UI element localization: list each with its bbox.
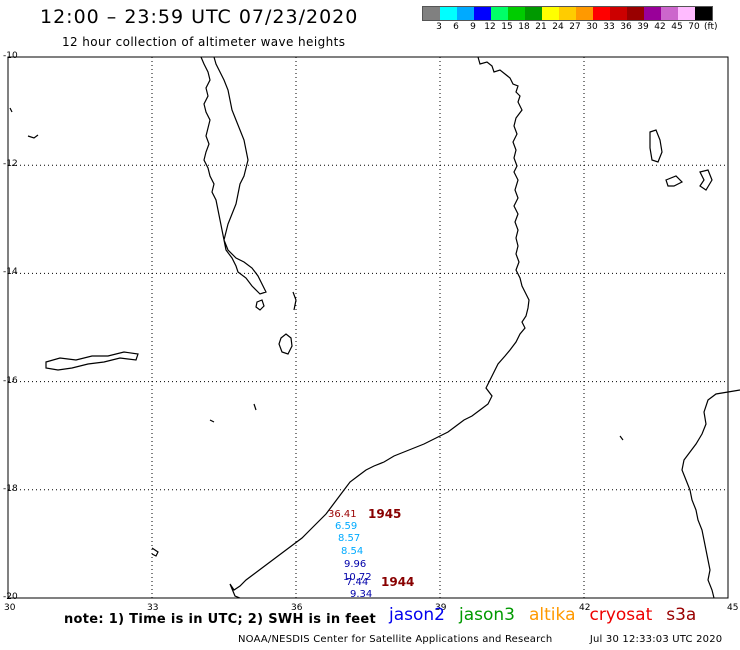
- latitude-tick-label: -18: [3, 483, 18, 494]
- colorbar-tick-label: 27: [569, 22, 581, 32]
- mayotte-outline: [699, 169, 713, 191]
- colorbar-swatch: [525, 7, 542, 20]
- colorbar-tick-label: 3: [436, 22, 442, 32]
- legend-altika: altika: [529, 605, 576, 625]
- islet-5: [151, 547, 159, 557]
- anjouan-outline: [665, 175, 684, 187]
- colorbar-tick-label: 36: [620, 22, 632, 32]
- longitude-tick-label: 45: [727, 603, 739, 613]
- small-lake-outline: [255, 299, 265, 311]
- pass-time-label: 1945: [368, 507, 402, 521]
- wave-height-obs: 7.44: [346, 577, 369, 588]
- colorbar-tick-label: 12: [484, 22, 496, 32]
- colorbar-swatch: [542, 7, 559, 20]
- colorbar-tick-label: 18: [518, 22, 530, 32]
- colorbar-swatch: [559, 7, 576, 20]
- lake-chilwa-outline: [278, 333, 293, 355]
- lake-bangweulu-outline: [45, 351, 139, 371]
- latitude-tick-label: -20: [3, 592, 18, 602]
- credit-text: NOAA/NESDIS Center for Satellite Applica…: [238, 634, 553, 645]
- colorbar-swatch: [440, 7, 457, 20]
- colorbar-swatch: [661, 7, 678, 20]
- mozambique-coastline: [229, 56, 530, 599]
- colorbar-tick-label: 39: [637, 22, 649, 32]
- latitude-tick-label: -12: [3, 159, 18, 170]
- islet-3: [209, 419, 215, 423]
- colorbar-tick-label: 45: [671, 22, 683, 32]
- colorbar-swatch: [695, 7, 712, 20]
- legend-jason2: jason2: [389, 605, 445, 625]
- wave-height-obs: 8.54: [341, 546, 364, 557]
- islet-1: [9, 107, 13, 113]
- wave-height-colorbar: [422, 6, 713, 21]
- wave-height-obs: 36.41: [328, 509, 357, 520]
- longitude-tick-label: 36: [291, 603, 303, 613]
- wave-height-obs: 9.34: [350, 589, 373, 600]
- colorbar-tick-label: 15: [501, 22, 513, 32]
- wave-height-obs: 10.72: [343, 572, 372, 583]
- islet-2: [27, 134, 39, 139]
- river-shire-fragment: [292, 291, 297, 311]
- longitude-tick-label: 33: [147, 603, 159, 613]
- colorbar-swatch: [644, 7, 661, 20]
- colorbar-swatch: [457, 7, 474, 20]
- map-subtitle: 12 hour collection of altimeter wave hei…: [62, 35, 346, 49]
- colorbar-swatch: [593, 7, 610, 20]
- colorbar-swatch: [491, 7, 508, 20]
- longitude-tick-label: 39: [435, 603, 447, 613]
- latitude-tick-label: -10: [3, 51, 18, 61]
- colorbar-swatch: [508, 7, 525, 20]
- colorbar-tick-label: 6: [453, 22, 459, 32]
- latitude-tick-label: -14: [3, 267, 18, 278]
- latitude-tick-label: -16: [3, 375, 18, 386]
- colorbar-tick-label: 33: [603, 22, 615, 32]
- wave-height-obs: 6.59: [335, 521, 358, 532]
- legend-s3a: s3a: [666, 605, 697, 625]
- longitude-tick-label: 30: [4, 603, 16, 613]
- colorbar-tick-label: 21: [535, 22, 547, 32]
- grande-comore-outline: [649, 129, 663, 163]
- timestamp-text: Jul 30 12:33:03 UTC 2020: [589, 634, 723, 645]
- colorbar-unit: (ft): [704, 22, 718, 32]
- islet-6: [619, 435, 624, 441]
- colorbar-tick-label: 42: [654, 22, 666, 32]
- colorbar-swatch: [678, 7, 695, 20]
- lake-malawi-outline: [200, 56, 267, 295]
- colorbar-tick-label: 24: [552, 22, 564, 32]
- satellite-legend: jason2 jason3 altika cryosat s3a: [389, 605, 696, 625]
- coastlines: [9, 56, 740, 599]
- madagascar-coastline: [681, 389, 740, 599]
- map-title: 12:00 – 23:59 UTC 07/23/2020: [40, 6, 359, 28]
- legend-cryosat: cryosat: [589, 605, 653, 625]
- colorbar-tick-label: 30: [586, 22, 598, 32]
- colorbar-swatch: [423, 7, 440, 20]
- map-frame: [7, 56, 729, 599]
- colorbar-tick-label: 70: [688, 22, 700, 32]
- wave-height-obs: 9.96: [344, 559, 367, 570]
- islet-4: [253, 403, 257, 411]
- colorbar-swatch: [627, 7, 644, 20]
- longitude-tick-label: 42: [579, 603, 591, 613]
- pass-time-label: 1944: [381, 575, 415, 589]
- colorbar-swatch: [576, 7, 593, 20]
- colorbar-swatch: [474, 7, 491, 20]
- colorbar-swatch: [610, 7, 627, 20]
- colorbar-tick-label: 9: [470, 22, 476, 32]
- lat-lon-grid: [8, 57, 728, 598]
- legend-jason3: jason3: [459, 605, 515, 625]
- wave-height-obs: 8.57: [338, 533, 361, 544]
- footer: NOAA/NESDIS Center for Satellite Applica…: [238, 634, 722, 645]
- footnote: note: 1) Time is in UTC; 2) SWH is in fe…: [64, 612, 376, 627]
